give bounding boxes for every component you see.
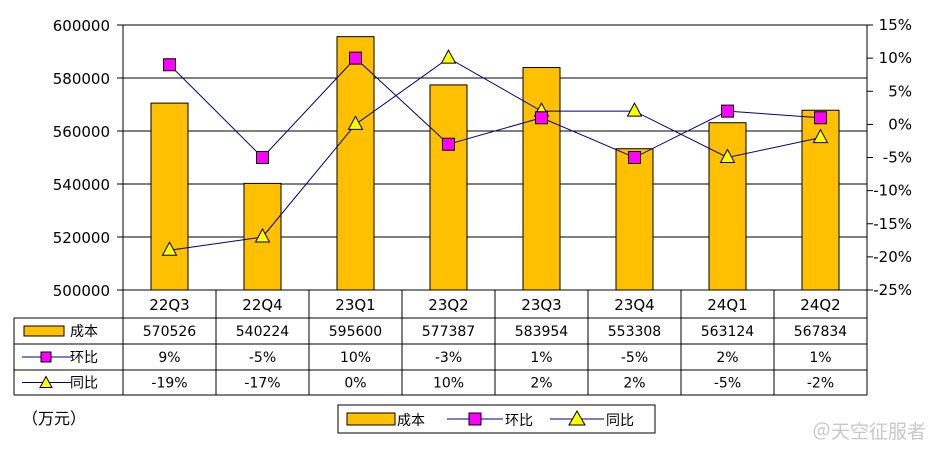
table-cell-qoq: 2% [716, 350, 738, 366]
table-key-成本 [23, 325, 65, 337]
table-cell-cost: 595600 [329, 324, 382, 340]
table-cell-yoy: 2% [530, 376, 552, 392]
left-tick-label: 500000 [53, 282, 110, 300]
category-label: 23Q4 [614, 296, 654, 314]
legend-label: 成本 [397, 413, 425, 429]
point-环比-23Q1 [349, 51, 362, 65]
right-tick-label: -10% [873, 182, 912, 200]
left-tick-label: 580000 [53, 70, 110, 88]
category-label: 23Q3 [521, 296, 561, 314]
table-row-header: 成本 [70, 324, 98, 340]
point-同比-23Q2 [440, 49, 457, 64]
axes: 500000 520000 540000 560000 580000 600000 -25%… [53, 16, 912, 300]
point-环比-23Q4 [628, 151, 641, 164]
left-tick-label: 600000 [53, 17, 110, 35]
unit-label: （万元） [22, 409, 86, 428]
legend-label: 同比 [606, 413, 634, 429]
table-cell-yoy: -2% [807, 376, 834, 392]
table-cell-cost: 577387 [422, 324, 475, 340]
point-环比-23Q3 [535, 111, 548, 125]
legend-label: 环比 [505, 413, 533, 429]
bar-23Q2 [429, 84, 468, 291]
table-cell-qoq: -3% [435, 350, 462, 366]
table-cell-qoq: 10% [340, 350, 371, 366]
line-环比 [169, 57, 821, 159]
point-环比-22Q3 [163, 58, 176, 72]
table-cell-cost: 540224 [236, 324, 290, 340]
point-同比-22Q4 [254, 227, 271, 243]
point-环比-23Q2 [442, 137, 455, 151]
right-tick-label: 5% [888, 82, 912, 100]
table-cell-yoy: 2% [623, 376, 645, 392]
point-同比-23Q1 [347, 115, 364, 130]
category-label: 22Q3 [149, 296, 189, 314]
table-cell-qoq: 9% [158, 350, 180, 366]
legend-key-成本 [346, 412, 396, 426]
point-环比-24Q1 [721, 104, 734, 118]
line-同比 [169, 57, 821, 251]
bar-23Q4 [615, 148, 654, 291]
right-tick-label: -20% [873, 248, 912, 266]
legend: 成本 环比 同比 [337, 404, 656, 434]
table-cell-cost: 567834 [794, 324, 848, 340]
point-同比-24Q2 [812, 128, 829, 144]
table-cell-yoy: 10% [433, 376, 464, 392]
right-tick-label: 15% [879, 16, 912, 34]
bar-22Q3 [150, 102, 189, 291]
legend-key-同比 [568, 409, 586, 426]
category-label: 24Q2 [800, 296, 840, 314]
table-cell-qoq: 1% [809, 350, 831, 366]
category-label: 23Q2 [428, 296, 468, 314]
table-cell-yoy: -17% [244, 376, 280, 392]
right-tick-label: 0% [888, 115, 912, 133]
bar-23Q3 [522, 67, 561, 291]
right-tick-label: 10% [879, 49, 912, 67]
category-label: 22Q4 [242, 296, 282, 314]
table-key-环比 [40, 351, 52, 363]
table-cell-cost: 570526 [143, 324, 197, 340]
series-lines [161, 49, 829, 256]
left-tick-label: 520000 [53, 229, 110, 247]
bars-cost [150, 36, 840, 291]
legend-key-环比 [468, 412, 482, 426]
table-cell-cost: 553308 [608, 324, 661, 340]
watermark: ＠天空征服者 [812, 421, 926, 443]
right-tick-label: -25% [873, 281, 912, 299]
table-cell-qoq: -5% [621, 350, 648, 366]
table-cell-yoy: -19% [151, 376, 187, 392]
table-cell-qoq: -5% [249, 350, 276, 366]
table-cell-qoq: 1% [530, 350, 552, 366]
point-同比-22Q3 [161, 241, 178, 256]
table-cell-yoy: -5% [714, 376, 741, 392]
table-key-同比 [39, 375, 53, 388]
bar-24Q1 [708, 122, 747, 291]
table-row-header: 环比 [70, 350, 98, 366]
left-tick-label: 540000 [53, 176, 110, 194]
table-cell-cost: 583954 [515, 324, 569, 340]
category-label: 24Q1 [707, 296, 747, 314]
table-cell-cost: 563124 [701, 324, 755, 340]
category-label: 23Q1 [335, 296, 375, 314]
right-tick-label: -15% [873, 215, 912, 233]
table-cell-yoy: 0% [344, 376, 366, 392]
point-同比-23Q4 [626, 102, 643, 117]
bar-23Q1 [336, 36, 375, 291]
table-row-header: 同比 [70, 376, 98, 392]
left-tick-label: 560000 [53, 123, 110, 141]
point-环比-24Q2 [814, 111, 827, 125]
right-tick-label: -5% [883, 149, 912, 167]
point-同比-24Q1 [719, 148, 736, 163]
point-环比-22Q4 [256, 151, 269, 164]
